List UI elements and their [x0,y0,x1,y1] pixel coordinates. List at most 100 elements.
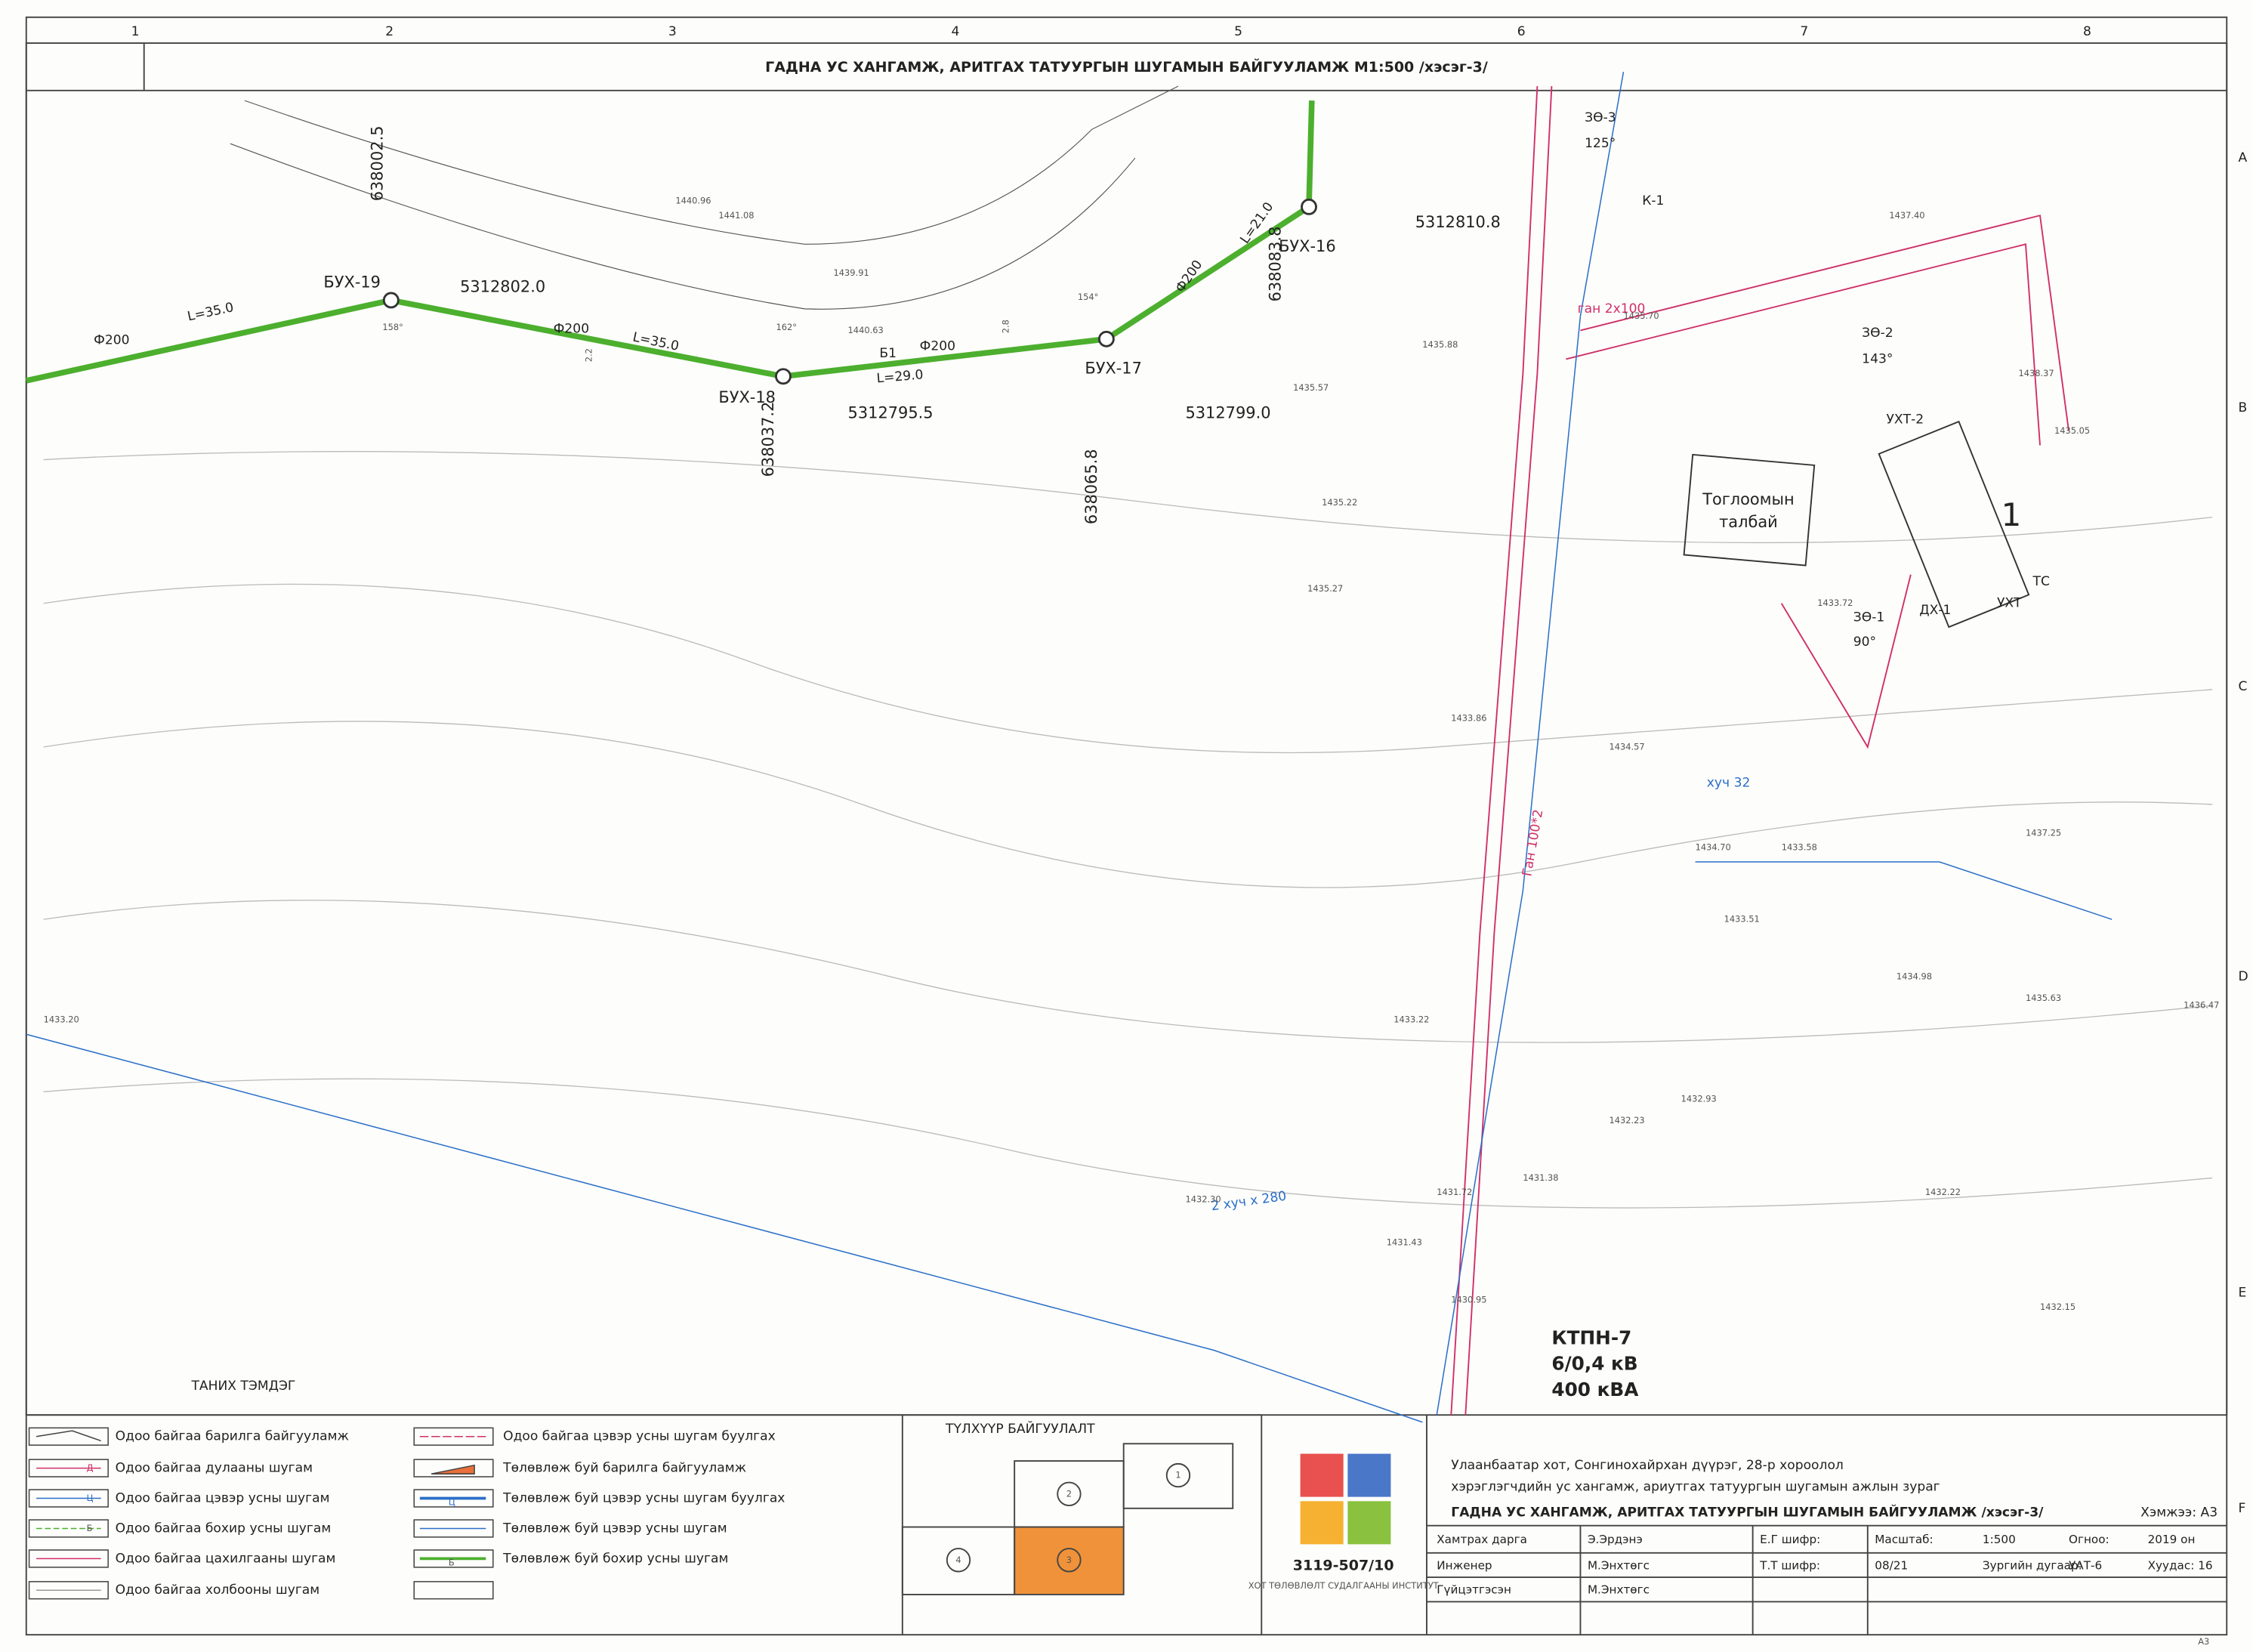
coord: 5312799.0 [1185,404,1270,422]
diameter: Ф200 [554,321,589,336]
pipe-code: Б1 [879,346,897,361]
key-sheet: 2 [1066,1488,1072,1499]
building-note: ТС [2032,574,2049,589]
key-sheet: 3 [1066,1555,1072,1565]
row: D [2238,969,2248,984]
elevation: 1440.63 [848,325,884,335]
legend-item: Төлөвлөж буй барилга байгууламж [502,1461,746,1476]
elevation: 1434.57 [1609,741,1644,752]
sheet-size: A3 [2198,1636,2209,1647]
title-cell: Зургийн дугаар: [1983,1558,2082,1572]
title-cell: Е.Г шифр: [1760,1533,1820,1546]
playground-label: талбай [1719,513,1778,531]
elevation: 1435.63 [2026,993,2061,1003]
legend-item: Төлөвлөж буй цэвэр усны шугам [502,1521,727,1536]
well: БУХ-17 [1085,360,1142,378]
elevation: 1431.38 [1523,1172,1558,1183]
elevation: 1432.30 [1185,1193,1221,1204]
legend-item: Төлөвлөж буй бохир усны шугам [502,1551,728,1566]
elevation: 1435.27 [1307,583,1343,594]
elevation: 1434.70 [1696,842,1731,853]
row: C [2238,679,2247,694]
building-number: 1 [2001,496,2022,533]
elevation: 1435.22 [1322,497,1357,508]
subtitle: хэрэглэгчдийн ус хангамж, ариутгах татуу… [1451,1479,1940,1494]
well: БУХ-16 [1279,237,1336,255]
title-cell: Огноо: [2069,1533,2109,1546]
license: 3119-507/10 [1293,1557,1394,1573]
angle: 90° [1853,635,1876,650]
node: ДХ-1 [1919,603,1951,618]
col: 5 [1234,24,1242,39]
elevation: 1440.96 [675,196,711,206]
title-cell: 08/21 [1875,1558,1908,1572]
elevation: 1435.05 [2054,425,2090,436]
title-cell: 1:500 [1983,1533,2016,1546]
row: F [2238,1501,2245,1516]
legend-item: Одоо байгаа бохир усны шугам [116,1521,332,1536]
title-cell: 16 [2198,1558,2212,1572]
title-cell: Хамтрах дарга [1437,1533,1527,1546]
elevation: 1432.22 [1925,1187,1961,1197]
legend-item: Одоо байгаа холбооны шугам [116,1583,320,1598]
node: ЗӨ-2 [1862,326,1893,341]
col: 8 [2083,24,2091,39]
legend-symbol: Б [87,1523,93,1533]
legend-symbol: Ц [87,1493,94,1503]
legend-item: Одоо байгаа цахилгааны шугам [116,1551,336,1566]
col: 6 [1517,24,1526,39]
col: 3 [668,24,677,39]
title-cell: Гүйцэтгэсэн [1437,1583,1511,1597]
building-label: УХТ [1997,596,2022,611]
elevation: 1435.88 [1422,339,1458,350]
elevation: 1435.57 [1293,382,1329,393]
angle: 162° [776,322,796,332]
block-title: ГАДНА УС ХАНГАМЖ, АРИТГАХ ТАТУУРГЫН ШУГА… [1451,1504,2044,1521]
legend-item: Одоо байгаа дулааны шугам [116,1461,313,1476]
pipe-label: хуч 32 [1707,775,1751,790]
title-cell: Масштаб: [1875,1533,1933,1546]
elevation: 1431.72 [1437,1187,1472,1197]
address: Улаанбаатар хот, Сонгинохайрхан дүүрэг, … [1451,1458,1844,1473]
elevation: 1439.91 [834,267,869,278]
coord: 638037.2 [759,402,777,477]
elevation: 1435.70 [1624,310,1659,321]
title-cell: Т.Т шифр: [1759,1558,1820,1572]
title-cell: М.Энхтөгс [1588,1583,1650,1597]
elevation: 1433.20 [44,1014,79,1025]
coord: 5312810.8 [1415,213,1501,231]
elevation: 1433.51 [1724,914,1760,925]
title-cell: Э.Эрдэнэ [1588,1533,1643,1546]
key-sheet: 4 [955,1555,961,1565]
legend-item: Төлөвлөж буй цэвэр усны шугам буулгах [502,1491,785,1506]
col: 1 [131,24,140,39]
elevation: 1441.08 [718,210,754,221]
title-cell: Хуудас: [2148,1558,2195,1572]
elevation: 1433.72 [1817,597,1853,608]
node: ЗӨ-3 [1585,110,1616,125]
substation: 6/0,4 кВ [1551,1353,1637,1375]
sheet [1,0,2253,1652]
row: B [2238,400,2247,415]
drawing: ГАДНА УС ХАНГАМЖ, АРИТГАХ ТАТУУРГЫН ШУГА… [0,0,2253,1652]
substation: 400 кВА [1551,1379,1639,1400]
playground-label: Тоглоомын [1702,490,1794,508]
elevation: 1432.15 [2040,1302,2076,1312]
substation: КТПН-7 [1551,1326,1631,1348]
col: 2 [385,24,394,39]
logo-text: ХОТ ТӨЛӨВЛӨЛТ СУДАЛГААНЫ ИНСТИТУТ [1248,1580,1439,1591]
diameter: Ф200 [94,333,129,348]
elevation: 1438.37 [2018,368,2054,378]
row: E [2238,1286,2246,1301]
legend-item: Одоо байгаа цэвэр усны шугам [116,1491,330,1506]
depth: 2.2 [584,348,594,362]
legend-heading: ТАНИХ ТЭМДЭГ [190,1379,295,1394]
legend-symbol: Б [449,1558,455,1568]
title-cell: 2019 он [2148,1533,2196,1546]
title-strip: ГАДНА УС ХАНГАМЖ, АРИТГАХ ТАТУУРГЫН ШУГА… [765,58,1488,76]
elevation: 1432.93 [1681,1093,1717,1104]
row: A [2238,150,2247,165]
elevation: 1433.86 [1451,712,1486,723]
angle: 125° [1585,136,1616,151]
elevation: 1433.58 [1782,842,1817,853]
